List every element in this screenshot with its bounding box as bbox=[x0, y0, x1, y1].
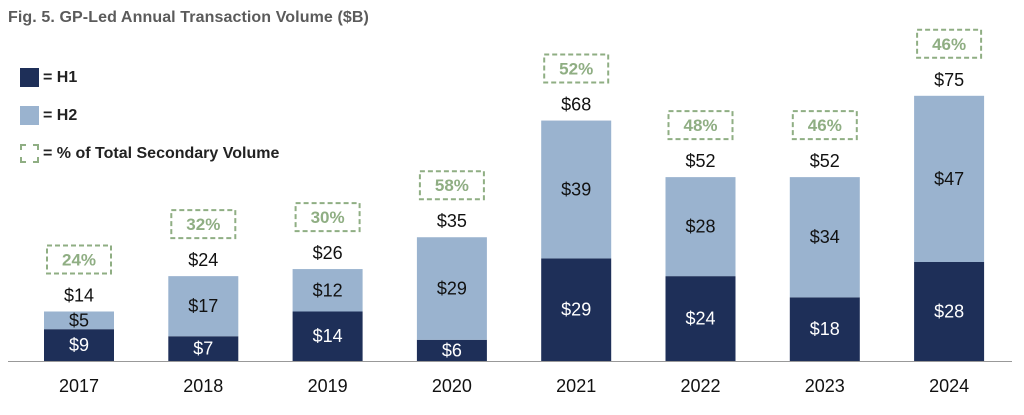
bar-h1-2018 bbox=[168, 336, 239, 361]
pct-box-2023 bbox=[791, 110, 858, 141]
x-tick-label-2018: 2018 bbox=[183, 376, 223, 396]
pct-box-2019 bbox=[294, 202, 361, 233]
pct-box-2017 bbox=[46, 244, 112, 275]
bar-h1-2024 bbox=[914, 261, 985, 361]
legend-label-h1: H1 bbox=[56, 68, 78, 86]
legend-equals: = bbox=[43, 68, 53, 86]
x-tick-label-2020: 2020 bbox=[432, 376, 472, 396]
data-label-h2-2020: $29 bbox=[437, 279, 467, 299]
bar-h2-2022 bbox=[665, 177, 736, 277]
pct-label-2022: 48% bbox=[683, 116, 717, 135]
pct-box-2024 bbox=[916, 28, 983, 59]
pct-box-2020 bbox=[418, 170, 485, 201]
data-label-h2-2024: $47 bbox=[934, 169, 964, 189]
legend-item-h2: = H2 bbox=[20, 106, 77, 125]
legend-label-h2: H2 bbox=[56, 106, 78, 124]
bar-h1-2023 bbox=[789, 297, 860, 361]
bar-h1-2022 bbox=[665, 276, 736, 361]
pct-label-2017: 24% bbox=[62, 250, 96, 269]
bar-h2-2018 bbox=[168, 276, 239, 337]
chart-title: Fig. 5. GP-Led Annual Transaction Volume… bbox=[8, 9, 369, 26]
data-label-h2-2022: $28 bbox=[685, 217, 715, 237]
data-label-h1-2017: $9 bbox=[69, 335, 89, 355]
data-label-h2-2023: $34 bbox=[810, 227, 840, 247]
x-tick-label-2024: 2024 bbox=[929, 376, 969, 396]
data-label-h2-2019: $12 bbox=[313, 280, 343, 300]
total-label-2017: $14 bbox=[64, 285, 94, 305]
pct-label-2023: 46% bbox=[808, 116, 842, 135]
total-label-2020: $35 bbox=[437, 211, 467, 231]
legend-equals: = bbox=[43, 144, 53, 162]
bar-h1-2019 bbox=[292, 311, 363, 361]
total-label-2018: $24 bbox=[188, 250, 218, 270]
legend-label-pct: % of Total Secondary Volume bbox=[56, 144, 280, 162]
pct-box-2021 bbox=[543, 53, 610, 84]
pct-label-2019: 30% bbox=[311, 208, 345, 227]
bar-h2-2021 bbox=[541, 120, 612, 259]
legend-swatch-pct bbox=[20, 144, 39, 163]
bar-h2-2020 bbox=[416, 237, 487, 340]
bar-h2-2019 bbox=[292, 269, 363, 312]
data-label-h1-2024: $28 bbox=[934, 301, 964, 321]
legend-item-h1: = H1 bbox=[20, 68, 77, 87]
x-tick-label-2021: 2021 bbox=[556, 376, 596, 396]
data-label-h2-2018: $17 bbox=[188, 296, 218, 316]
x-tick-label-2017: 2017 bbox=[59, 376, 99, 396]
pct-box-2022 bbox=[667, 110, 734, 141]
data-label-h1-2021: $29 bbox=[561, 300, 591, 320]
data-label-h2-2021: $39 bbox=[561, 180, 591, 200]
pct-box-2018 bbox=[170, 209, 237, 240]
bar-h1-2021 bbox=[541, 258, 612, 361]
data-label-h2-2017: $5 bbox=[69, 310, 89, 330]
x-tick-label-2023: 2023 bbox=[805, 376, 845, 396]
legend-swatch-h2 bbox=[20, 106, 39, 125]
bar-h2-2023 bbox=[789, 177, 860, 298]
legend-item-pct: = % of Total Secondary Volume bbox=[20, 144, 279, 163]
data-label-h1-2018: $7 bbox=[193, 339, 213, 359]
pct-label-2020: 58% bbox=[435, 176, 469, 195]
data-label-h1-2019: $14 bbox=[313, 326, 343, 346]
data-label-h1-2022: $24 bbox=[685, 309, 715, 329]
bar-h2-2024 bbox=[914, 95, 985, 262]
total-label-2023: $52 bbox=[810, 151, 840, 171]
total-label-2019: $26 bbox=[313, 243, 343, 263]
data-label-h1-2020: $6 bbox=[442, 340, 462, 360]
pct-label-2018: 32% bbox=[186, 215, 220, 234]
x-tick-label-2022: 2022 bbox=[680, 376, 720, 396]
legend-equals: = bbox=[43, 106, 53, 124]
bar-h1-2017 bbox=[44, 329, 114, 361]
total-label-2024: $75 bbox=[934, 70, 964, 90]
x-tick-label-2019: 2019 bbox=[308, 376, 348, 396]
total-label-2021: $68 bbox=[561, 95, 591, 115]
legend-swatch-h1 bbox=[20, 68, 39, 87]
bar-h1-2020 bbox=[416, 339, 487, 361]
bar-h2-2017 bbox=[44, 311, 114, 330]
pct-label-2024: 46% bbox=[932, 35, 966, 54]
total-label-2022: $52 bbox=[685, 151, 715, 171]
pct-label-2021: 52% bbox=[559, 60, 593, 79]
data-label-h1-2023: $18 bbox=[810, 319, 840, 339]
